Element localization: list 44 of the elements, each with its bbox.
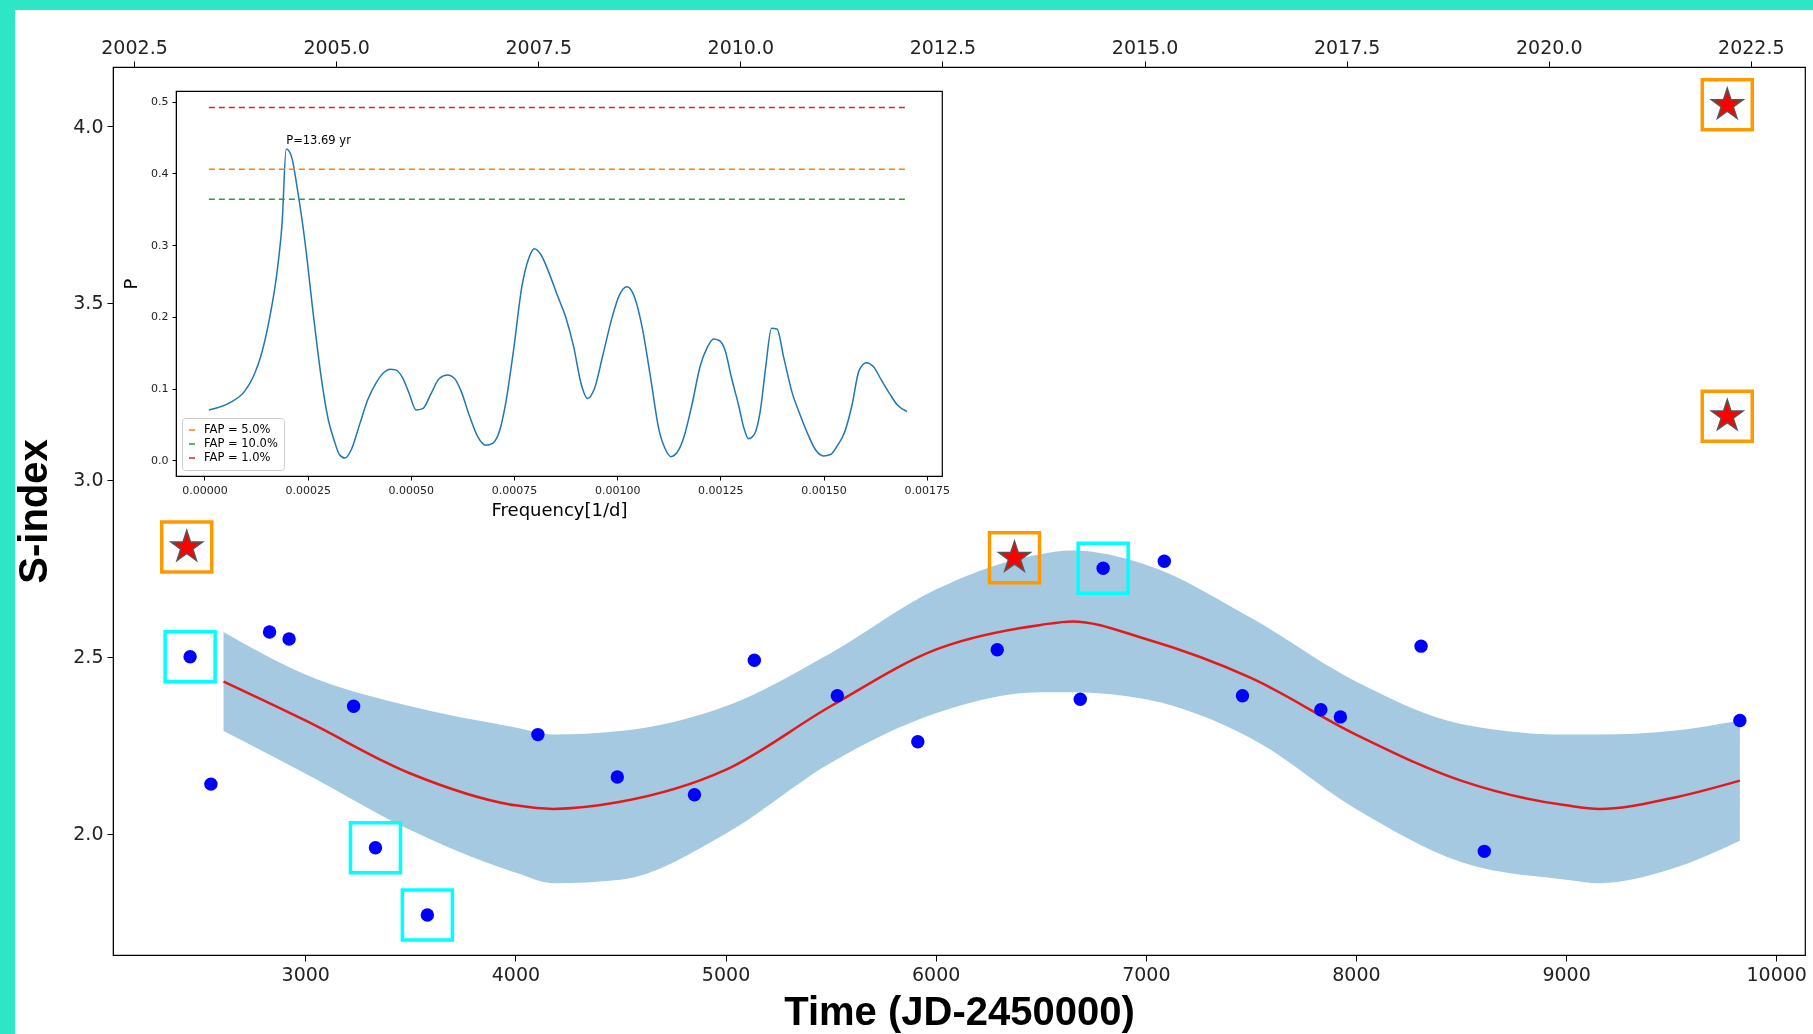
y-axis-title: S-index xyxy=(11,439,56,584)
y-tick-label: 0.0 xyxy=(151,453,169,467)
x-axis-title: Time (JD-2450000) xyxy=(784,988,1135,1033)
x2-tick-label: 2005.0 xyxy=(303,35,370,58)
y-axis-title: P xyxy=(120,278,142,290)
x-tick-label: 6000 xyxy=(912,962,961,985)
x2-tick-label: 2017.5 xyxy=(1313,35,1381,58)
x-tick-label: 0.00075 xyxy=(491,483,538,497)
y-tick-label: 0.3 xyxy=(151,238,169,252)
x-tick-label: 0.00150 xyxy=(801,483,847,497)
x-tick-label: 0.00100 xyxy=(594,483,641,497)
y-tick-label: 3.5 xyxy=(73,291,104,314)
x-tick-label: 0.00125 xyxy=(698,483,744,497)
x2-tick-label: 2010.0 xyxy=(707,35,775,58)
x2-tick-label: 2020.0 xyxy=(1515,35,1583,58)
x-tick-label: 7000 xyxy=(1122,962,1171,985)
y-tick-label: 0.4 xyxy=(151,166,169,180)
x-tick-label: 10000 xyxy=(1746,962,1807,985)
x-tick-label: 4000 xyxy=(491,962,541,985)
x-tick-label: 0.00050 xyxy=(388,483,435,497)
y-tick-label: 2.0 xyxy=(73,822,104,845)
x-tick-label: 5000 xyxy=(701,962,751,985)
x-tick-label: 0.00000 xyxy=(182,483,228,497)
annotation: P=13.69 yr xyxy=(286,133,352,148)
y-tick-label: 0.2 xyxy=(151,310,169,324)
legend-label: FAP = 1.0% xyxy=(204,450,271,464)
y-tick-label: 3.0 xyxy=(73,468,104,491)
x-tick-label: 3000 xyxy=(281,962,330,985)
x-tick-label: 0.00175 xyxy=(904,483,950,497)
x2-tick-label: 2002.5 xyxy=(101,35,168,58)
legend-label: FAP = 5.0% xyxy=(204,422,271,436)
y-tick-label: 2.5 xyxy=(73,645,104,668)
x2-tick-label: 2012.5 xyxy=(909,35,977,58)
x2-tick-label: 2015.0 xyxy=(1111,35,1179,58)
x2-tick-label: 2007.5 xyxy=(505,35,572,58)
x-tick-label: 9000 xyxy=(1542,962,1591,985)
x-tick-label: 8000 xyxy=(1332,962,1381,985)
x-axis-title: Frequency[1/d] xyxy=(491,498,628,520)
y-tick-label: 4.0 xyxy=(73,114,104,137)
x-tick-label: 0.00025 xyxy=(285,483,331,497)
legend-label: FAP = 10.0% xyxy=(204,436,278,450)
x2-tick-label: 2022.5 xyxy=(1718,35,1785,58)
y-tick-label: 0.1 xyxy=(151,382,169,396)
y-tick-label: 0.5 xyxy=(151,95,169,109)
